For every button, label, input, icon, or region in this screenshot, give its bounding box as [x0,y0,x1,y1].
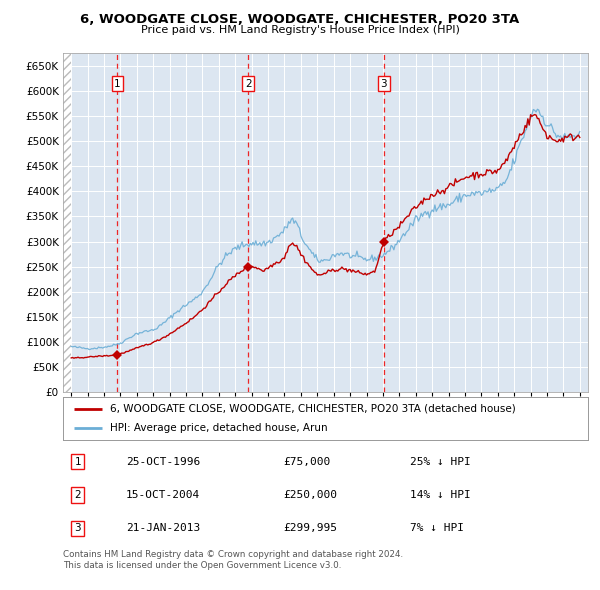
Text: 6, WOODGATE CLOSE, WOODGATE, CHICHESTER, PO20 3TA (detached house): 6, WOODGATE CLOSE, WOODGATE, CHICHESTER,… [110,404,516,414]
Text: £75,000: £75,000 [284,457,331,467]
Text: 21-JAN-2013: 21-JAN-2013 [126,523,200,533]
Text: 6, WOODGATE CLOSE, WOODGATE, CHICHESTER, PO20 3TA: 6, WOODGATE CLOSE, WOODGATE, CHICHESTER,… [80,13,520,26]
Text: £299,995: £299,995 [284,523,337,533]
Text: 3: 3 [380,78,387,88]
Text: Price paid vs. HM Land Registry's House Price Index (HPI): Price paid vs. HM Land Registry's House … [140,25,460,35]
Text: 2: 2 [74,490,81,500]
Text: HPI: Average price, detached house, Arun: HPI: Average price, detached house, Arun [110,423,328,433]
Text: £250,000: £250,000 [284,490,337,500]
Text: 14% ↓ HPI: 14% ↓ HPI [409,490,470,500]
Text: 7% ↓ HPI: 7% ↓ HPI [409,523,464,533]
Bar [63,53,71,392]
Text: Contains HM Land Registry data © Crown copyright and database right 2024.: Contains HM Land Registry data © Crown c… [63,550,403,559]
Text: 25-OCT-1996: 25-OCT-1996 [126,457,200,467]
Text: 3: 3 [74,523,81,533]
Text: 1: 1 [114,78,121,88]
Text: This data is licensed under the Open Government Licence v3.0.: This data is licensed under the Open Gov… [63,560,341,569]
Text: 15-OCT-2004: 15-OCT-2004 [126,490,200,500]
Text: 25% ↓ HPI: 25% ↓ HPI [409,457,470,467]
Text: 1: 1 [74,457,81,467]
Text: 2: 2 [245,78,251,88]
